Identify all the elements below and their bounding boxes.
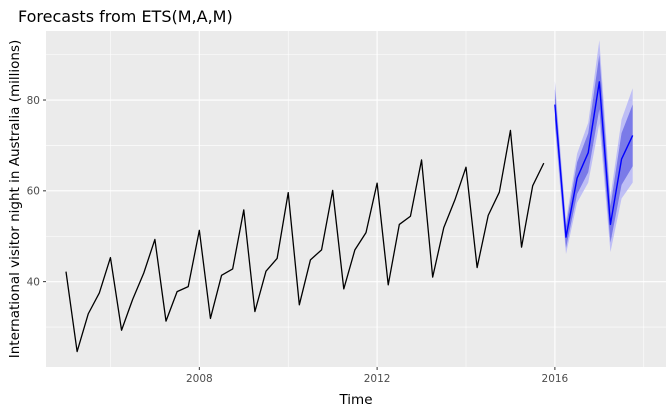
x-axis: 2008 2012 2016 [186,367,569,385]
y-axis-title: International visitor night in Australia… [7,40,23,359]
series-lines [65,81,634,353]
history-line [65,129,545,353]
forecast-line [554,81,634,238]
y-tick-label: 40 [27,276,40,288]
prediction-interval-80 [554,54,633,249]
plot-panel [46,31,666,367]
y-tick-label: 60 [27,186,40,198]
x-tick-label: 2012 [364,373,391,385]
x-axis-title: Time [338,392,372,408]
chart-title: Forecasts from ETS(M,A,M) [18,7,233,26]
y-tick-label: 80 [27,95,40,107]
x-tick-label: 2016 [542,373,569,385]
band-80-area [554,54,633,249]
y-axis: 40 60 80 [27,95,46,288]
x-tick-label: 2008 [186,373,213,385]
